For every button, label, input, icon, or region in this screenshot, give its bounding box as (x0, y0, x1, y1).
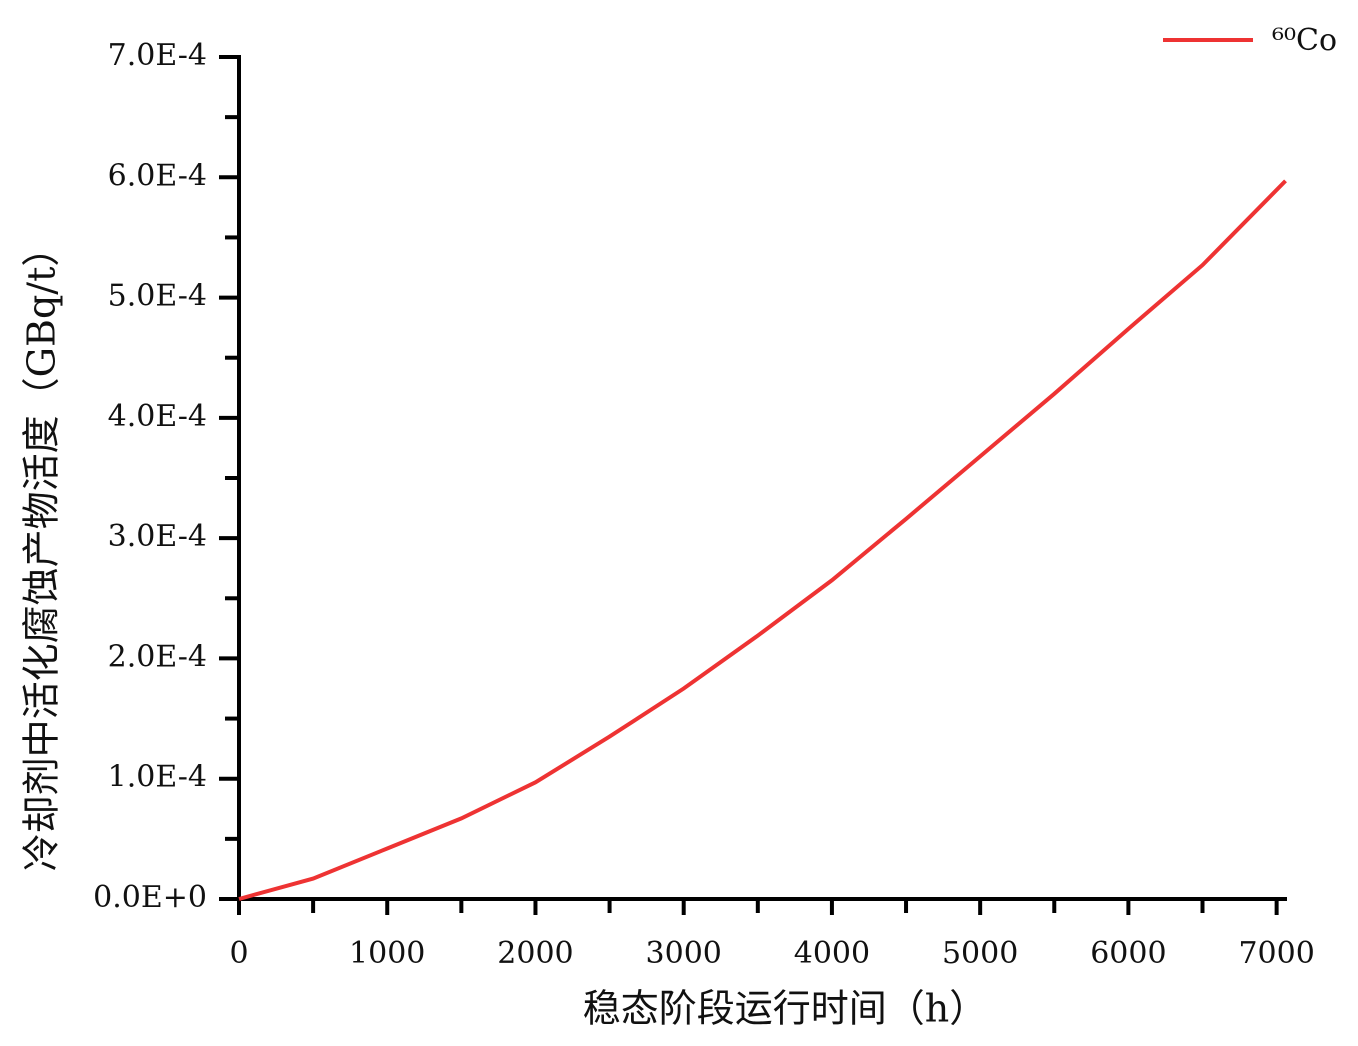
y-tick-label: 7.0E-4 (108, 38, 207, 73)
y-tick-label: 4.0E-4 (108, 399, 207, 434)
y-tick-label: 6.0E-4 (108, 158, 207, 193)
x-tick-label: 4000 (794, 936, 870, 971)
y-axis-title: 冷却剂中活化腐蚀产物活度（GBq/t） (20, 229, 64, 872)
y-tick-label: 2.0E-4 (108, 639, 207, 674)
x-tick-label: 1000 (349, 936, 425, 971)
x-axis-title: 稳态阶段运行时间（h） (583, 987, 987, 1031)
x-tick-label: 2000 (497, 936, 573, 971)
x-tick-label: 3000 (646, 936, 722, 971)
y-tick-label: 1.0E-4 (108, 760, 207, 795)
series-line (238, 179, 1287, 901)
x-tick-label: 0 (229, 936, 248, 971)
x-tick-label: 7000 (1238, 936, 1314, 971)
y-tick-label: 0.0E+0 (93, 880, 207, 915)
x-tick-label: 6000 (1090, 936, 1166, 971)
legend-label: ⁶⁰Co (1272, 23, 1337, 58)
y-tick-label: 3.0E-4 (108, 519, 207, 554)
y-tick-label: 5.0E-4 (108, 279, 207, 314)
x-tick-label: 5000 (942, 936, 1018, 971)
